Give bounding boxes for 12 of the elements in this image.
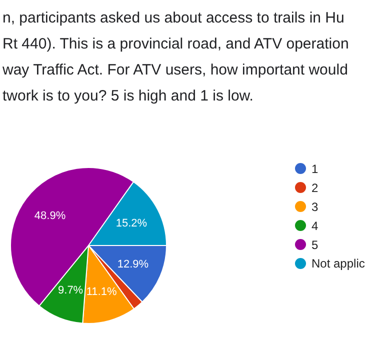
legend-label: 2 [312, 181, 318, 195]
data-label: 15.2% [116, 217, 148, 230]
legend-label: Not applic [312, 256, 365, 270]
legend-label: 4 [312, 219, 318, 233]
legend-label: 3 [312, 200, 318, 214]
data-label: 9.7% [58, 284, 84, 296]
data-label: 12.9% [117, 258, 149, 271]
legend-label: 1 [312, 162, 318, 176]
chart-title: n, participants asked us about access to trails in Hu Rt 440). This is a provincial road, and ATV operation way Traffic Act. For ATV users, how important would twork is to you? 5 is high and 1 is low. [2, 10, 349, 104]
legend-label: 5 [312, 238, 318, 252]
data-label: 48.9% [34, 210, 66, 222]
data-label: 11.1% [86, 286, 117, 298]
